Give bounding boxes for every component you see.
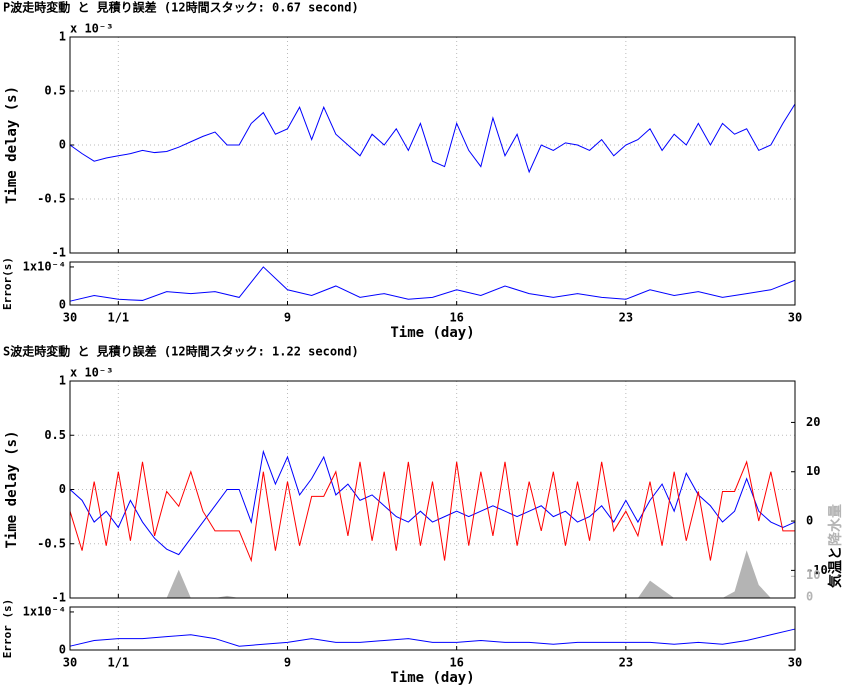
y-tick-label: 0: [59, 643, 66, 657]
y-tick-label: 1x10⁻⁴: [23, 604, 66, 618]
plot-frame: [69, 261, 796, 306]
y-tick-label: -1: [52, 246, 66, 260]
x-tick-label: 9: [284, 311, 291, 325]
x-tick-label: 16: [449, 656, 463, 670]
temperature-line: [69, 460, 795, 563]
y-tick-label: -0.5: [37, 192, 66, 206]
y2-tick-label: 20: [806, 415, 820, 429]
x-tick-label: 23: [619, 656, 633, 670]
y-tick-label: 0.5: [44, 84, 66, 98]
x-tick-label: 30: [788, 656, 802, 670]
right-axis-label: 気温と降水量: [827, 504, 844, 588]
y-exponent: x 10⁻³: [70, 22, 113, 36]
y3-tick-label: 0: [806, 590, 813, 604]
x-tick-label: 30: [63, 656, 77, 670]
y-axis-label: Time delay (s): [4, 430, 20, 548]
y2-tick-label: -10: [806, 563, 828, 577]
y-tick-label: 0: [59, 482, 66, 496]
y-tick-label: 0: [59, 298, 66, 312]
x-tick-label: 1/1: [107, 311, 129, 325]
y-axis-label: Time delay (s): [4, 86, 20, 204]
x-tick-label: 30: [788, 311, 802, 325]
y-axis-label: Error(s): [1, 257, 14, 310]
plot-frame: [69, 36, 796, 254]
y2-tick-label: 10: [806, 464, 820, 478]
plot-area: [70, 262, 795, 305]
y-axis-label: Error (s): [1, 599, 14, 659]
x-tick-label: 9: [284, 656, 291, 670]
chart-title: S波走時変動 と 見積り誤差 (12時間スタック: 1.22 second): [3, 344, 359, 359]
x-tick-label: 16: [449, 311, 463, 325]
plot-frame: [69, 606, 796, 651]
y-tick-label: 1x10⁻⁴: [23, 259, 66, 273]
chart-title: P波走時変動 と 見積り誤差 (12時間スタック: 0.67 second): [3, 0, 359, 15]
y-tick-label: 1: [59, 30, 66, 44]
x-tick-label: 1/1: [107, 656, 129, 670]
y-exponent: x 10⁻³: [70, 366, 113, 380]
y3-axis-label: 降水量: [827, 504, 844, 546]
series-line: [69, 628, 796, 647]
x-tick-label: 23: [619, 311, 633, 325]
series-line: [69, 449, 796, 556]
plot-frame: [69, 380, 796, 599]
y-tick-label: -1: [52, 591, 66, 605]
series-line: [69, 103, 796, 174]
y-tick-label: 0.5: [44, 428, 66, 442]
x-axis-label: Time (day): [390, 325, 474, 341]
series-line: [69, 266, 796, 302]
x-tick-label: 30: [63, 311, 77, 325]
y2-tick-label: 0: [806, 514, 813, 528]
y-tick-label: 1: [59, 374, 66, 388]
y-tick-label: -0.5: [37, 536, 66, 550]
y3-tick-label: 10: [806, 568, 820, 582]
x-axis-label: Time (day): [390, 670, 474, 686]
y-tick-label: 0: [59, 138, 66, 152]
y2-axis-label: 気温と: [827, 546, 844, 588]
